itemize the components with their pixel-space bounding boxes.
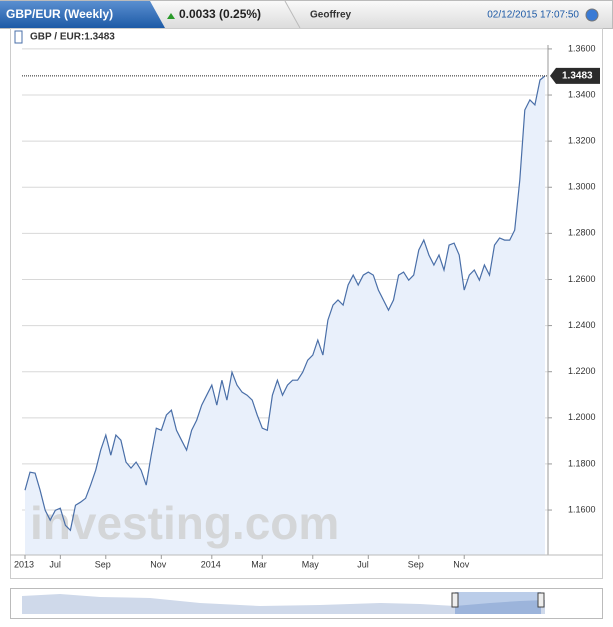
y-tick-label: 1.3200	[568, 136, 596, 146]
last-price-flag	[550, 67, 600, 84]
tab[interactable]	[0, 1, 165, 28]
x-tick-label: Mar	[251, 559, 267, 569]
x-tick-label: Nov	[150, 559, 167, 569]
divider	[284, 0, 301, 29]
y-tick-label: 1.2200	[568, 366, 596, 376]
navigator-window[interactable]	[455, 592, 541, 614]
watermark: investing.com	[30, 497, 339, 549]
y-tick-label: 1.2800	[568, 228, 596, 238]
change: 0.0033 (0.25%)	[179, 7, 261, 21]
x-tick-label: Jul	[357, 559, 369, 569]
tab-title: GBP/EUR (Weekly)	[6, 7, 113, 21]
navigator-handle[interactable]	[451, 592, 459, 608]
navigator-handle[interactable]	[537, 592, 545, 608]
navigator-series	[22, 594, 545, 614]
x-tick-label: Sep	[95, 559, 111, 569]
y-tick-label: 1.3600	[568, 43, 596, 53]
x-tick-label: Jul	[49, 559, 61, 569]
y-tick-label: 1.2400	[568, 320, 596, 330]
up-arrow	[167, 13, 175, 19]
y-tick-label: 1.3400	[568, 89, 596, 99]
timestamp: 02/12/2015 17:07:50	[487, 10, 579, 21]
legend-swatch	[14, 30, 23, 44]
x-tick-label: 2014	[201, 559, 221, 569]
x-tick-label: May	[302, 559, 320, 569]
y-tick-label: 1.2600	[568, 274, 596, 284]
settings-icon[interactable]	[585, 8, 599, 22]
legend-label: GBP / EUR:1.3483	[30, 32, 115, 43]
price-line	[24, 75, 546, 532]
y-tick-label: 1.1600	[568, 504, 596, 514]
y-tick-label: 1.2000	[568, 412, 596, 422]
y-tick-label: 1.1800	[568, 458, 596, 468]
y-tick-label: 1.3000	[568, 182, 596, 192]
x-tick-label: 2013	[14, 559, 34, 569]
x-tick-label: Nov	[453, 559, 470, 569]
x-tick-label: Sep	[408, 559, 424, 569]
last-price-label: 1.3483	[562, 71, 593, 82]
user: Geoffrey	[310, 10, 352, 21]
